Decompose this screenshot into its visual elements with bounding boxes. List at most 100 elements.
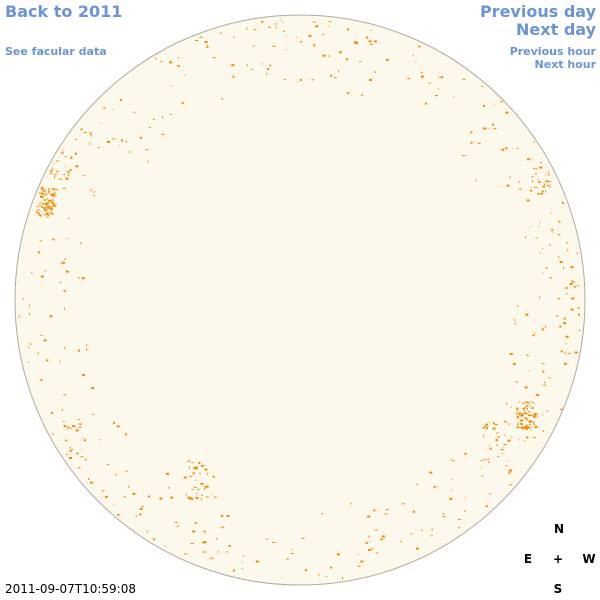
- facula: [528, 415, 532, 416]
- facula: [46, 198, 48, 201]
- facula: [56, 160, 60, 162]
- facula: [54, 176, 56, 179]
- facula: [195, 497, 199, 499]
- facula: [63, 149, 65, 151]
- facula: [48, 200, 51, 202]
- facula: [322, 54, 326, 57]
- facula: [50, 194, 52, 196]
- facula: [65, 453, 68, 455]
- facula: [509, 352, 513, 355]
- facula: [49, 211, 51, 213]
- facula: [212, 475, 215, 478]
- facula: [49, 191, 51, 193]
- facula: [475, 179, 477, 182]
- facula: [198, 488, 200, 491]
- facula: [527, 408, 528, 411]
- facula: [112, 138, 116, 140]
- facula: [304, 569, 307, 572]
- facula: [518, 413, 520, 416]
- facula: [545, 190, 547, 193]
- next-day-link[interactable]: Next day: [516, 20, 596, 39]
- facula: [413, 54, 414, 56]
- facula: [486, 427, 488, 430]
- facula: [132, 492, 136, 495]
- facula: [89, 481, 93, 484]
- facula: [90, 134, 92, 137]
- facula: [116, 425, 120, 428]
- facula: [482, 435, 484, 438]
- facula: [345, 58, 348, 61]
- facula: [368, 535, 370, 538]
- facula: [200, 498, 202, 501]
- facula: [145, 149, 149, 151]
- facula: [141, 505, 144, 507]
- facula: [205, 496, 209, 498]
- facula: [41, 204, 43, 206]
- facula: [69, 168, 72, 171]
- facula: [51, 213, 54, 215]
- facula: [530, 186, 532, 188]
- facula: [71, 449, 74, 450]
- facula: [328, 26, 330, 28]
- facula: [357, 553, 359, 555]
- facula: [80, 128, 83, 131]
- facula: [40, 275, 44, 278]
- previous-hour-link[interactable]: Previous hour: [509, 45, 596, 58]
- facula: [152, 538, 155, 541]
- facula: [451, 479, 453, 480]
- facula: [537, 179, 539, 181]
- facula: [169, 61, 172, 64]
- facula: [31, 271, 33, 274]
- facula: [375, 552, 379, 554]
- facula: [385, 58, 389, 61]
- facula: [36, 210, 38, 213]
- facula: [101, 490, 105, 492]
- facula: [79, 423, 82, 426]
- facula: [44, 199, 47, 201]
- facula: [203, 541, 207, 543]
- facula: [517, 423, 519, 426]
- facula: [494, 424, 498, 426]
- facula: [63, 174, 66, 176]
- facula: [533, 167, 536, 169]
- facula: [322, 33, 324, 36]
- facula: [139, 136, 142, 139]
- facula: [205, 485, 209, 488]
- facula: [204, 468, 208, 471]
- facula: [555, 315, 559, 317]
- previous-day-link[interactable]: Previous day: [479, 2, 596, 21]
- facula: [40, 196, 44, 198]
- facula: [168, 486, 170, 489]
- facula: [500, 449, 504, 451]
- next-hour-link[interactable]: Next hour: [534, 58, 597, 71]
- facula: [578, 329, 581, 331]
- facula: [62, 420, 65, 422]
- facula: [69, 172, 71, 174]
- facula: [518, 415, 520, 417]
- facula: [261, 20, 264, 23]
- facula: [65, 177, 69, 180]
- facula: [89, 132, 92, 135]
- facular-link[interactable]: See facular data: [5, 45, 107, 58]
- facula: [365, 541, 368, 544]
- back-link[interactable]: Back to 2011: [5, 2, 123, 21]
- facula: [274, 23, 277, 25]
- facula: [559, 261, 563, 263]
- facula: [50, 210, 52, 212]
- facula: [526, 199, 530, 202]
- facula: [216, 537, 218, 540]
- facula: [308, 34, 312, 37]
- facula: [51, 206, 52, 207]
- facula: [49, 172, 53, 174]
- facula: [107, 140, 110, 143]
- facula: [59, 178, 63, 180]
- facula: [481, 86, 484, 87]
- facula: [572, 281, 576, 283]
- facula: [181, 102, 184, 105]
- facula: [189, 475, 193, 477]
- facula: [70, 156, 73, 159]
- facula: [538, 181, 541, 183]
- facula: [525, 404, 527, 406]
- facula: [209, 558, 212, 560]
- facula: [62, 187, 66, 189]
